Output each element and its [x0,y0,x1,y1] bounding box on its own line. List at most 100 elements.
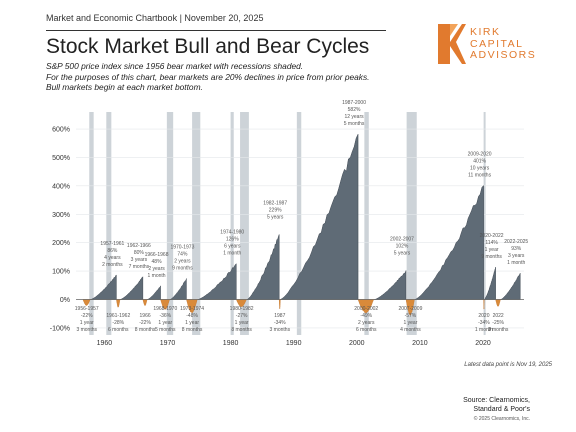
cycle-label-line: 6 years [224,244,241,250]
cycle-label-line: 1966 [140,313,151,319]
cycle-label-line: 3 years [508,253,525,259]
copyright: © 2025 Clearnomics, Inc. [473,416,530,422]
bull-market-area [279,134,359,300]
cycle-label-line: 6 months [108,327,129,333]
chart-title: Stock Market Bull and Bear Cycles [46,35,370,58]
recession-band [240,112,249,335]
cycle-label-line: 2009-2020 [468,152,492,158]
cycle-label-line: -49% [360,313,372,319]
logo-line: ADVISORS [470,49,537,61]
cycle-label-line: 5 months [344,121,365,127]
subtitle-line: For the purposes of this chart, bear mar… [46,71,370,82]
cycle-label-line: 8 months [182,327,203,333]
cycle-label-line: 1982-1987 [263,200,287,206]
logo-line: CAPITAL [470,37,524,50]
recession-band [296,112,302,335]
recession-shading [89,112,486,335]
cycle-label-line: 8 months [135,327,156,333]
cycle-label-line: 126% [226,237,239,243]
logo-line: KIRK [470,26,501,38]
y-tick-label: 400% [52,183,70,190]
subtitle-line: S&P 500 price index since 1956 bear mark… [46,61,304,71]
logo-wordmark: KIRK CAPITAL ADVISORS [470,26,537,62]
y-tick-label: 600% [52,127,70,134]
cycle-label-line: 12 years [344,114,364,120]
cycle-label-line: 2020 [478,313,489,319]
cycle-label-line: 2020-2022 [480,233,504,239]
y-tick-label: 500% [52,155,70,162]
bear-market-area [160,299,171,310]
cycle-label-line: -27% [236,313,248,319]
chart-subtitle: S&P 500 price index since 1956 bear mark… [46,61,426,93]
cycle-label-line: 582% [348,107,361,113]
cycle-label-line: -34% [478,320,490,326]
cycle-label-line: 1956-1957 [75,306,99,312]
cycle-label-line: 3 months [270,327,291,333]
cycle-label-line: 1980-1982 [230,306,254,312]
cycle-label-line: 5 months [155,327,176,333]
bear-market-label: 2022-25%9 months [488,313,509,333]
cycle-label-line: 1 year [80,320,94,326]
bull-market-area [374,270,407,300]
cycle-label-line: 7 months [129,264,150,270]
cycle-label-line: 1968-1970 [153,306,177,312]
cycle-label-line: 1961-1962 [106,313,130,319]
market-areas [82,134,521,316]
cycle-label-line: 1987-2000 [342,100,366,106]
axes: -100% 0% 100% 200% 300% 400% 500% 600% 1960 1970 1… [50,127,524,347]
cycle-label-line: 80% [134,250,145,256]
bull-market-area [500,272,521,300]
cycle-label-line: 1 year [235,320,249,326]
cycle-label-line: 1974-1980 [220,230,244,236]
cycle-label-line: 2022-2025 [504,239,528,245]
cycle-label-line: -22% [139,320,151,326]
cycle-label-line: 2002-2007 [390,237,414,243]
cycle-label-line: 3 years [131,257,148,263]
cycle-label-line: 9 months [481,254,502,260]
cycle-label-line: 2000-2002 [354,306,378,312]
cycle-label-line: 2 years [358,320,375,326]
cycle-label-line: 9 months [172,265,193,271]
cycle-label-line: 48% [152,259,163,265]
recession-band [166,112,174,335]
bear-market-area [142,299,148,307]
cycle-label-line: 102% [396,244,409,250]
y-tick-label: -100% [50,325,70,332]
bear-market-area [357,299,375,314]
cycle-label-line: 93% [511,246,522,252]
recession-band [364,112,369,335]
bull-market-area [246,234,280,300]
bull-market-area [414,184,484,300]
cycle-label-line: 4 months [400,327,421,333]
cycle-label-line: 1 year [158,320,172,326]
bear-market-label: 2020-34%1 month [475,313,493,333]
recession-band [106,112,112,335]
recession-band [406,112,417,335]
y-tick-label: 200% [52,240,70,247]
source-note: Source: Clearnomics, Standard & Poor's [463,397,530,414]
source-line: Source: Clearnomics, [463,397,530,404]
bull-market-area [147,285,161,300]
cycle-label-line: 1 year [485,247,499,253]
cycle-label-line: 11 months [468,173,491,179]
cycle-label-line: 1 month [507,260,525,266]
cycle-label-line: 1 month [223,251,241,257]
cycle-label-line: 6 months [356,327,377,333]
x-tick-label: 2010 [412,340,428,347]
cycle-label-line: 3 months [76,327,97,333]
header-rule [46,30,386,31]
recession-band [483,112,486,335]
cycle-label-line: 401% [473,159,486,165]
kirk-logo-icon [438,24,466,64]
bear-market-area [495,299,501,307]
cycle-label-line: 9 months [488,327,509,333]
cycle-label-line: 5 years [394,251,411,257]
